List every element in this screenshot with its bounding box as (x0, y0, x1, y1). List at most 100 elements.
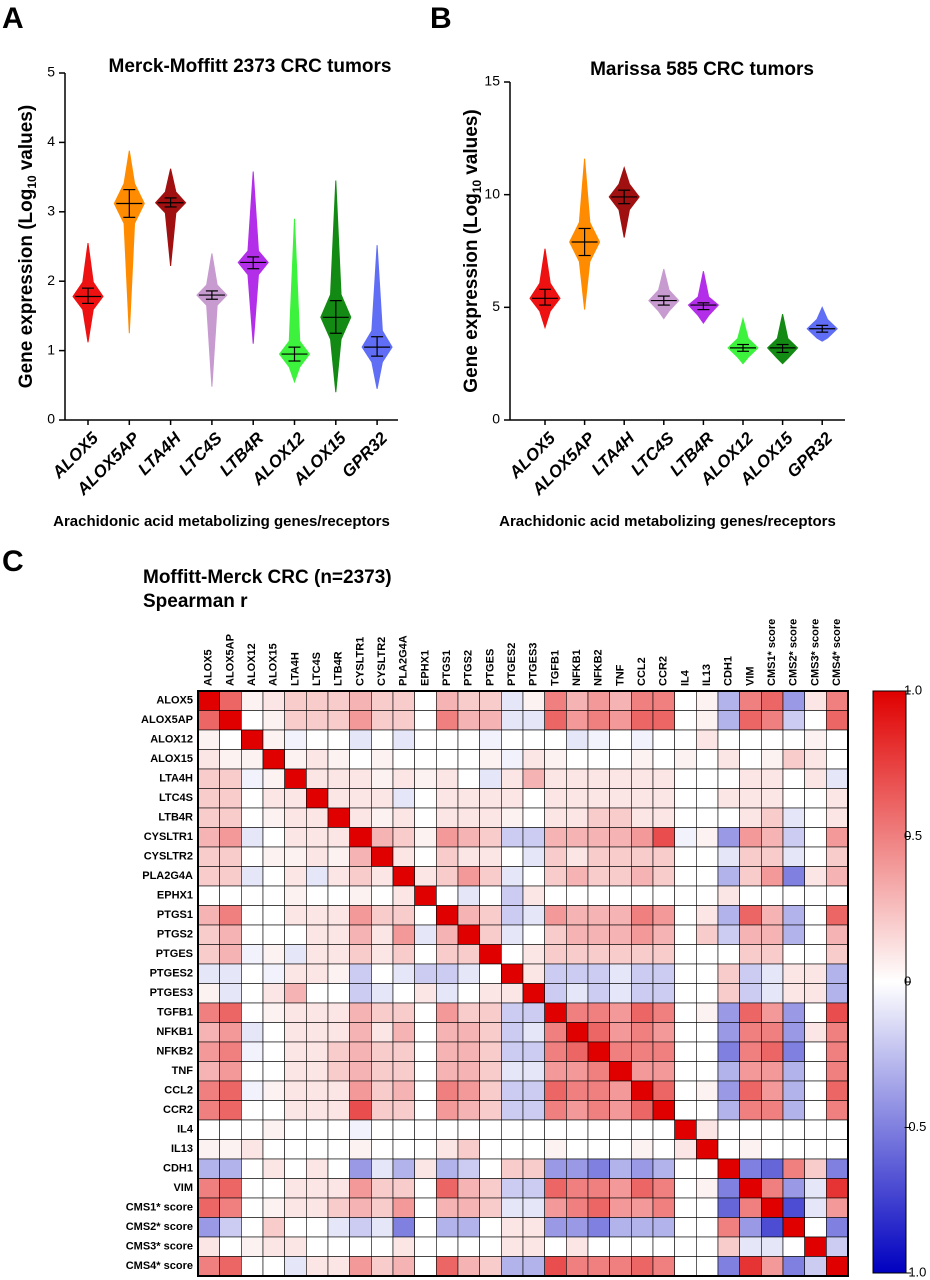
row-label: CCL2 (164, 1085, 193, 1097)
heatmap-cell (544, 1041, 567, 1062)
heatmap-cell (479, 1256, 502, 1277)
heatmap-cell (392, 729, 415, 750)
heatmap-cell (782, 1100, 805, 1121)
heatmap-cell (717, 1061, 740, 1082)
heatmap-cell (609, 807, 632, 828)
heatmap-cell (501, 1100, 524, 1121)
heatmap-cell (674, 885, 697, 906)
heatmap-cell (501, 944, 524, 965)
heatmap-cell (739, 963, 762, 984)
heatmap-cell (782, 1022, 805, 1043)
heatmap-cell (609, 827, 632, 848)
heatmap-cell (804, 729, 827, 750)
heatmap-cell (761, 1236, 784, 1257)
heatmap-cell (197, 924, 220, 945)
heatmap-cell (674, 749, 697, 770)
heatmap-cell (696, 1256, 719, 1277)
heatmap-cell (674, 1236, 697, 1257)
heatmap-cell (219, 1041, 242, 1062)
heatmap-cell (349, 1139, 372, 1160)
heatmap-cell (349, 924, 372, 945)
heatmap-cell (436, 1022, 459, 1043)
heatmap-cell (479, 1041, 502, 1062)
heatmap-cell (457, 1080, 480, 1101)
heatmap-cell (479, 1002, 502, 1023)
heatmap-cell (674, 768, 697, 789)
heatmap-cell (501, 768, 524, 789)
heatmap-cell (631, 1178, 654, 1199)
heatmap-cell (284, 690, 307, 711)
heatmap-cell (436, 1041, 459, 1062)
x-tick-label: LTA4H (134, 428, 185, 479)
heatmap-cell (349, 1002, 372, 1023)
heatmap-cell (826, 690, 849, 711)
heatmap-cell (241, 1041, 264, 1062)
heatmap-cell (219, 1236, 242, 1257)
heatmap-cell (241, 1139, 264, 1160)
heatmap-cell (609, 846, 632, 867)
heatmap-cell (522, 846, 545, 867)
heatmap-cell (761, 1217, 784, 1238)
heatmap-cell (696, 1217, 719, 1238)
heatmap-cell (522, 1061, 545, 1082)
row-label: CYSLTR2 (144, 851, 193, 863)
heatmap-cell (826, 1041, 849, 1062)
heatmap-cell (717, 1041, 740, 1062)
col-label: ALOX5 (203, 649, 215, 686)
heatmap-cell (609, 1080, 632, 1101)
heatmap-cell (219, 905, 242, 926)
heatmap-cell (717, 749, 740, 770)
heatmap-cell (674, 1139, 697, 1160)
heatmap-cell (392, 846, 415, 867)
heatmap-cell (631, 866, 654, 887)
heatmap-cell (371, 1100, 394, 1121)
heatmap-cell (782, 1256, 805, 1277)
heatmap-cell (501, 1217, 524, 1238)
heatmap-cell (652, 924, 675, 945)
heatmap-cell (674, 1041, 697, 1062)
heatmap-cell (197, 1100, 220, 1121)
heatmap-cell (566, 1061, 589, 1082)
heatmap-cell (414, 788, 437, 809)
heatmap-cell (609, 1178, 632, 1199)
heatmap-cell (262, 729, 285, 750)
heatmap-cell (739, 866, 762, 887)
heatmap-cell (761, 1178, 784, 1199)
heatmap-cell (306, 1100, 329, 1121)
heatmap-cell (696, 807, 719, 828)
heatmap-cell (652, 846, 675, 867)
heatmap-cell (566, 1080, 589, 1101)
heatmap-cell (457, 827, 480, 848)
col-label: PTGES2 (506, 643, 518, 686)
heatmap-cell (327, 1139, 350, 1160)
heatmap-cell (262, 1256, 285, 1277)
heatmap-cell (804, 963, 827, 984)
heatmap-cell (782, 768, 805, 789)
heatmap-cell (371, 924, 394, 945)
heatmap-cell (717, 1119, 740, 1140)
heatmap-cell (587, 1022, 610, 1043)
heatmap-cell (197, 1022, 220, 1043)
heatmap-cell (479, 729, 502, 750)
heatmap-cell (197, 1119, 220, 1140)
heatmap-cell (414, 885, 437, 906)
heatmap-cell (414, 710, 437, 731)
heatmap-cell (241, 924, 264, 945)
heatmap-cell (284, 924, 307, 945)
heatmap-cell (197, 690, 220, 711)
heatmap-cell (219, 1022, 242, 1043)
heatmap-cell (522, 944, 545, 965)
heatmap-cell (241, 1217, 264, 1238)
heatmap-cell (327, 1158, 350, 1179)
heatmap-cell (197, 963, 220, 984)
heatmap-cell (457, 749, 480, 770)
heatmap-cell (826, 1197, 849, 1218)
heatmap-cell (262, 1197, 285, 1218)
heatmap-cell (652, 1041, 675, 1062)
heatmap-cell (826, 1178, 849, 1199)
heatmap-cell (761, 788, 784, 809)
heatmap-cell (436, 905, 459, 926)
heatmap-cell (241, 866, 264, 887)
heatmap-cell (696, 1100, 719, 1121)
heatmap-cell (804, 1197, 827, 1218)
